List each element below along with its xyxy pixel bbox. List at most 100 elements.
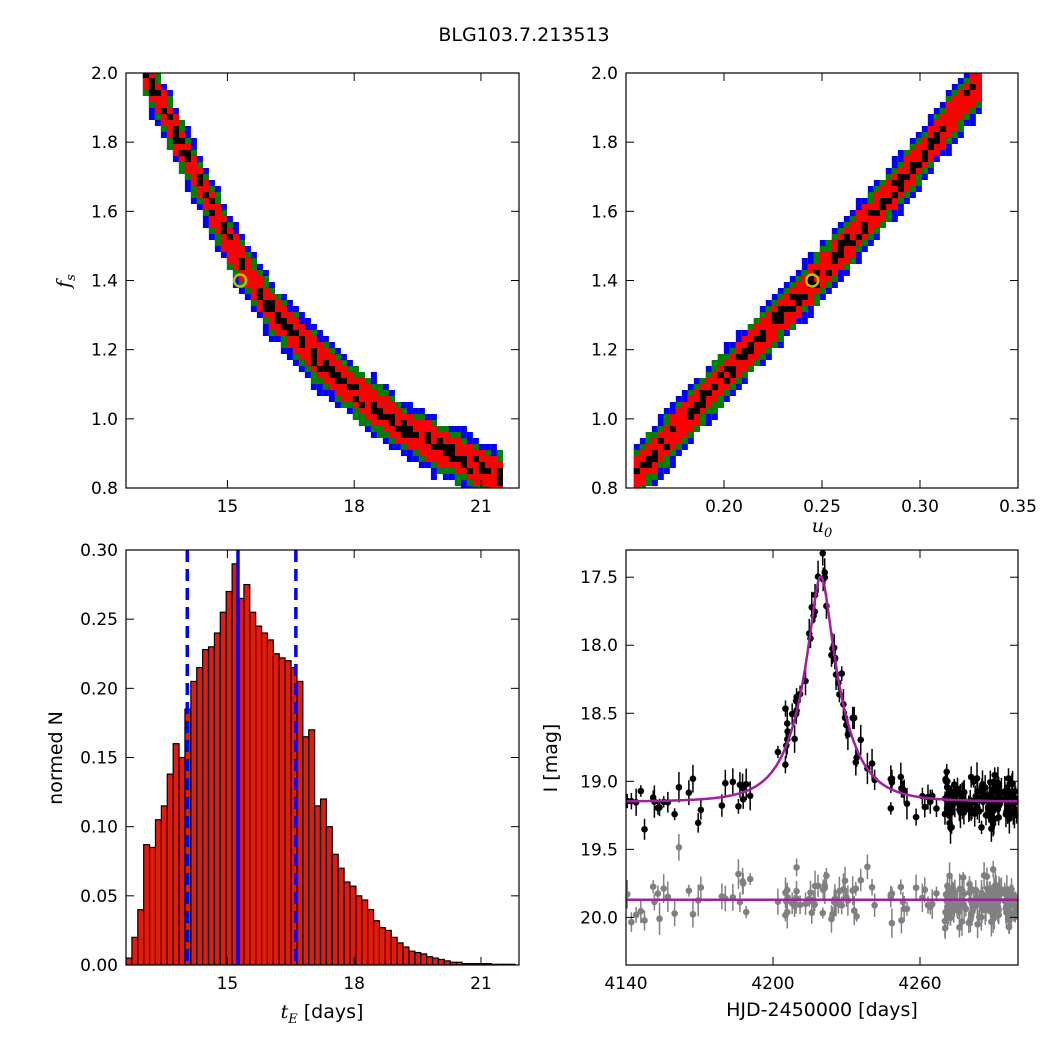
sigma2-region (705, 402, 712, 408)
sigma2-region (975, 78, 982, 84)
sigma4-region (208, 234, 215, 240)
sigma3-region (478, 486, 485, 488)
sigma2-region (274, 306, 281, 312)
histogram-bar (255, 625, 263, 965)
residual-point (852, 885, 860, 893)
sigma4-region (897, 150, 904, 156)
p1-ylabel-base: f (53, 278, 75, 290)
model-curve (626, 575, 1018, 803)
sigma3-region (651, 474, 658, 480)
sigma1-region (292, 330, 299, 336)
sigma3-region (753, 318, 760, 324)
sigma4-region (633, 444, 640, 450)
sigma4-region (328, 396, 335, 402)
sigma4-region (807, 252, 814, 258)
sigma1-region (454, 456, 461, 462)
data-point (782, 761, 789, 768)
sigma3-region (639, 444, 646, 450)
sigma4-region (430, 414, 437, 420)
sigma3-region (657, 462, 664, 468)
residual-point (853, 912, 860, 920)
sigma2-region (789, 288, 796, 294)
sigma2-region (735, 366, 742, 372)
sigma3-region (849, 258, 856, 264)
sigma4-region (801, 318, 808, 324)
p4-xtick-label: 4200 (751, 974, 794, 994)
sigma3-region (166, 102, 173, 108)
sigma4-region (777, 288, 784, 294)
sigma1-region (202, 192, 209, 198)
sigma2-region (675, 420, 682, 426)
sigma1-region (969, 84, 976, 90)
sigma1-region (663, 444, 670, 450)
sigma4-region (304, 372, 311, 378)
sigma3-region (825, 282, 832, 288)
sigma1-region (711, 384, 718, 390)
sigma2-region (753, 354, 760, 360)
sigma3-region (466, 480, 473, 486)
sigma2-region (184, 168, 191, 174)
sigma2-region (196, 186, 203, 192)
sigma2-region (633, 456, 640, 462)
sigma2-region (160, 102, 167, 108)
sigma2-region (705, 384, 712, 390)
sigma1-region (178, 150, 185, 156)
sigma2-region (370, 414, 377, 420)
sigma4-region (346, 360, 353, 366)
sigma4-region (681, 390, 688, 396)
sigma4-region (976, 60, 982, 66)
data-point (838, 670, 846, 677)
sigma2-region (891, 204, 898, 210)
sigma2-region (394, 414, 401, 420)
sigma2-region (651, 438, 658, 444)
sigma2-region (975, 96, 982, 102)
sigma2-region (669, 414, 676, 420)
sigma2-region (346, 372, 353, 378)
sigma2-region (292, 324, 299, 330)
p1-ytick-label: 1.4 (91, 272, 118, 292)
sigma2-region (675, 432, 682, 438)
sigma2-region (490, 480, 497, 486)
sigma2-region (328, 354, 335, 360)
sigma2-region (831, 264, 838, 270)
sigma3-region (250, 264, 257, 270)
sigma3-region (196, 198, 203, 204)
sigma4-region (238, 288, 245, 294)
sigma2-region (633, 486, 640, 488)
sigma2-region (885, 180, 892, 186)
sigma2-region (328, 360, 335, 366)
sigma3-region (322, 342, 329, 348)
sigma3-region (645, 474, 652, 480)
sigma3-region (358, 372, 365, 378)
sigma4-region (244, 246, 251, 252)
sigma2-region (346, 390, 353, 396)
p2-ytick-label: 0.8 (591, 479, 618, 499)
sigma4-region (897, 210, 904, 216)
sigma1-region (406, 432, 413, 438)
sigma1-region (699, 396, 706, 402)
sigma2-region (705, 378, 712, 384)
sigma4-region (334, 348, 341, 354)
residual-point (641, 917, 648, 924)
sigma3-region (663, 414, 670, 420)
sigma1-region (837, 252, 844, 258)
sigma2-region (304, 336, 311, 342)
p4-ytick-label: 18.5 (580, 704, 618, 724)
sigma1-region (148, 84, 155, 90)
sigma1-region (807, 282, 814, 288)
sigma4-region (957, 132, 964, 138)
sigma2-region (412, 444, 419, 450)
sigma2-region (645, 468, 652, 474)
sigma3-region (885, 216, 892, 222)
sigma1-region (388, 420, 395, 426)
sigma2-region (909, 180, 916, 186)
sigma3-region (711, 402, 718, 408)
sigma2-region (801, 276, 808, 282)
sigma2-region (939, 144, 946, 150)
sigma1-region (436, 438, 443, 444)
sigma3-region (250, 258, 257, 264)
sigma2-region (741, 336, 748, 342)
sigma1-region (352, 384, 359, 390)
sigma2-region (412, 438, 419, 444)
sigma3-region (771, 300, 778, 306)
